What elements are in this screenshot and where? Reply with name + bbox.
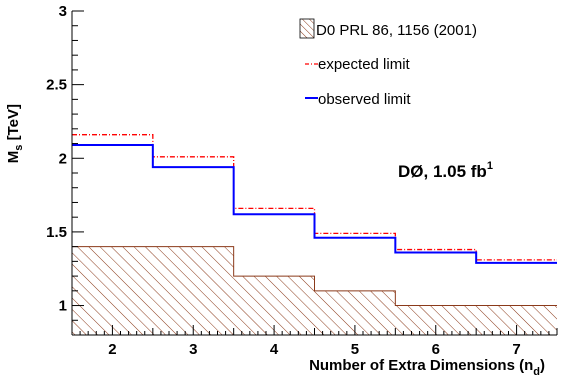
legend-label-expected: expected limit [318, 56, 411, 73]
expected-limit-line [72, 134, 557, 261]
x-tick-label: 2 [108, 341, 116, 358]
y-tick-label: 2 [59, 150, 67, 167]
hatched-bin-2 [152, 246, 234, 335]
y-tick-label: 2.5 [46, 77, 67, 94]
x-axis-title: Number of Extra Dimensions (nd) [309, 357, 545, 377]
y-tick-label: 1 [59, 298, 67, 315]
legend-label-observed: observed limit [318, 91, 411, 108]
x-tick-label: 5 [351, 341, 359, 358]
legend-swatch-previous-result [299, 18, 315, 39]
y-axis-title: Ms [TeV] [5, 104, 25, 163]
legend: D0 PRL 86, 1156 (2001) expected limit ob… [299, 18, 477, 108]
x-tick-label: 7 [512, 341, 520, 358]
x-tick-label: 3 [189, 341, 197, 358]
hatched-bin-1 [72, 246, 153, 335]
axes: 2 3 4 5 6 7 1 1.5 2 2.5 3 [46, 3, 558, 358]
x-tick-label: 4 [270, 341, 279, 358]
hatched-area-outline [72, 246, 557, 307]
y-tick-label: 3 [59, 3, 67, 20]
limit-curves [72, 134, 557, 264]
legend-label-previous-result: D0 PRL 86, 1156 (2001) [316, 22, 477, 39]
observed-limit-line [72, 144, 557, 264]
y-tick-label: 1.5 [46, 224, 67, 241]
x-tick-label: 6 [432, 341, 440, 358]
experiment-luminosity-label: DØ, 1.05 fb1 [398, 160, 493, 181]
